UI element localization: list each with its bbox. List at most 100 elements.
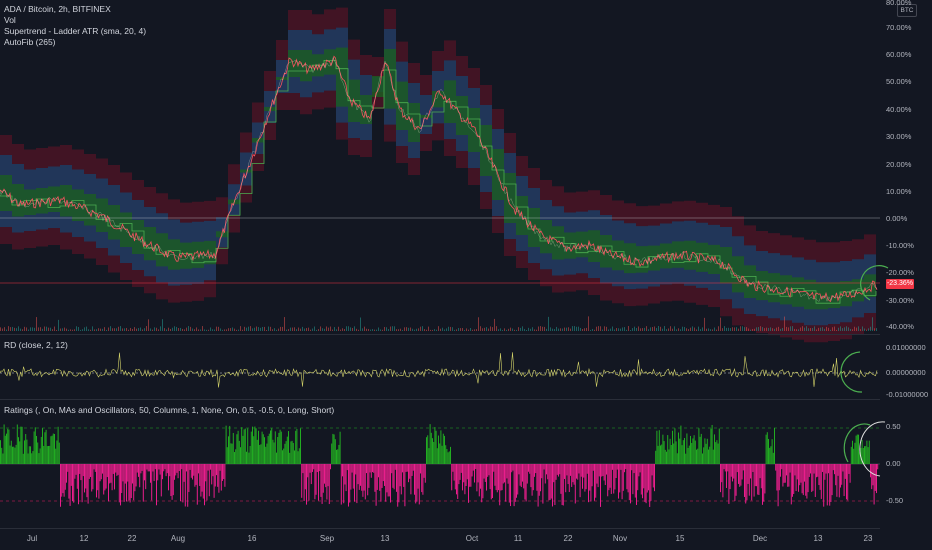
rating-column <box>225 425 227 464</box>
volume-bar <box>838 327 839 331</box>
rating-column <box>565 464 567 493</box>
rating-column <box>290 441 292 464</box>
rating-column <box>588 464 589 503</box>
volume-bar <box>38 327 39 331</box>
rating-column <box>210 464 211 470</box>
rating-column <box>382 464 384 482</box>
rating-column <box>326 464 328 500</box>
vol-indicator-label[interactable]: Vol <box>4 15 16 25</box>
volume-bar <box>48 327 49 331</box>
rating-column <box>438 435 439 464</box>
volume-bar <box>214 329 215 331</box>
volume-bar <box>800 327 801 331</box>
volume-bar <box>188 326 189 331</box>
rating-column <box>258 430 259 464</box>
rating-column <box>55 448 57 464</box>
volume-bar <box>416 328 417 331</box>
autofib-indicator-label[interactable]: AutoFib (265) <box>4 37 56 47</box>
rating-column <box>634 464 636 498</box>
rating-column <box>722 464 724 498</box>
volume-bar <box>68 329 69 331</box>
volume-bar <box>30 327 31 331</box>
rating-column <box>386 464 388 493</box>
volume-bar <box>324 328 325 331</box>
rating-column <box>877 464 879 470</box>
rating-column <box>184 464 186 507</box>
volume-bar <box>670 326 671 331</box>
rating-column <box>301 464 303 498</box>
rating-column <box>93 464 95 470</box>
rating-column <box>609 464 611 488</box>
volume-bar <box>352 327 353 331</box>
rating-column <box>40 436 42 464</box>
supertrend-indicator-label[interactable]: Supertrend - Ladder ATR (sma, 20, 4) <box>4 26 147 36</box>
rating-column <box>571 464 573 487</box>
rating-column <box>724 464 726 472</box>
rating-column <box>420 464 421 474</box>
rating-column <box>78 464 79 505</box>
rating-column <box>601 464 603 477</box>
volume-bar <box>524 328 525 331</box>
rating-column <box>507 464 509 484</box>
rating-column <box>222 464 223 481</box>
rating-column <box>591 464 593 487</box>
rating-column <box>705 443 707 464</box>
last-price-badge: -23.36% <box>886 279 914 289</box>
rd-legend[interactable]: RD (close, 2, 12) <box>4 340 68 350</box>
rating-column <box>835 464 837 486</box>
rating-column <box>819 464 821 490</box>
rating-column <box>118 464 120 503</box>
rating-column <box>811 464 813 492</box>
volume-bar <box>694 327 695 331</box>
rating-column <box>622 464 624 491</box>
volume-bar <box>36 317 37 331</box>
rating-column <box>152 464 154 472</box>
volume-bar <box>808 328 809 331</box>
rating-column <box>772 452 774 464</box>
rating-column <box>410 464 412 495</box>
rating-column <box>520 464 522 488</box>
rating-column <box>514 464 516 502</box>
rating-column <box>10 440 12 464</box>
volume-bar <box>244 326 245 331</box>
rating-column <box>384 464 385 486</box>
volume-bar <box>648 329 649 331</box>
rating-column <box>768 438 769 464</box>
rating-column <box>357 464 359 485</box>
main-axis-tick: 10.00% <box>886 187 912 196</box>
time-axis-label: 13 <box>813 534 823 543</box>
currency-badge[interactable]: BTC <box>897 4 917 17</box>
rating-column <box>644 464 646 502</box>
volume-bar <box>766 327 767 331</box>
rating-column <box>57 426 59 464</box>
volume-bar <box>556 326 557 331</box>
rating-column <box>325 464 327 488</box>
volume-bar <box>162 319 163 331</box>
rating-column <box>758 464 760 495</box>
volume-bar <box>772 328 773 331</box>
rating-column <box>289 452 291 464</box>
rating-column <box>850 446 852 464</box>
rating-column <box>756 464 757 487</box>
rating-column <box>570 464 571 476</box>
volume-bar <box>438 326 439 331</box>
rating-column <box>332 433 334 464</box>
rating-column <box>554 464 556 505</box>
rating-column <box>345 464 347 492</box>
rating-column <box>760 464 762 489</box>
rating-column <box>468 464 469 503</box>
rating-column <box>356 464 358 504</box>
pane-separator[interactable] <box>0 334 880 335</box>
volume-bar <box>788 327 789 331</box>
rating-column <box>829 464 831 506</box>
volume-bar <box>780 328 781 331</box>
main-axis-tick: -10.00% <box>886 241 914 250</box>
ratings-legend[interactable]: Ratings (, On, MAs and Oscillators, 50, … <box>4 405 335 415</box>
symbol-title[interactable]: ADA / Bitcoin, 2h, BITFINEX <box>4 4 111 14</box>
rating-column <box>97 464 99 491</box>
rating-column <box>56 440 58 464</box>
volume-bar <box>760 326 761 331</box>
rating-column <box>440 430 442 464</box>
pane-separator[interactable] <box>0 399 880 400</box>
